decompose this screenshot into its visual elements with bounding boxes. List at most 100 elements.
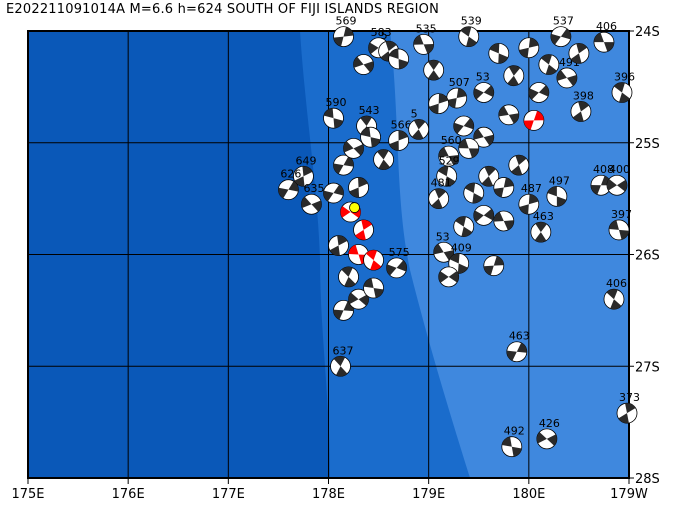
event-beachball: [438, 266, 460, 288]
event-depth-label: 426: [539, 417, 560, 430]
beachball-quadrant: [427, 70, 440, 81]
beachball-quadrant: [353, 56, 364, 68]
event-beachball: 396: [611, 70, 635, 103]
beachball-quadrant: [363, 61, 374, 73]
beachball-quadrant: [511, 446, 522, 457]
event-beachball: [348, 288, 369, 310]
event-beachball: 560: [438, 134, 462, 167]
beachball-quadrant: [341, 266, 353, 277]
event-beachball: 497: [546, 174, 570, 207]
event-beachball: [333, 154, 354, 176]
beachball-quadrant: [343, 26, 354, 37]
beachball-quadrant: [438, 166, 449, 177]
beachball-quadrant: [493, 211, 504, 222]
beachball-quadrant: [550, 33, 561, 45]
beachball-quadrant: [501, 436, 512, 447]
x-tick-label: 180E: [512, 487, 545, 502]
beachball-quadrant: [457, 263, 468, 274]
event-depth-label: 5: [381, 29, 388, 42]
beachball-quadrant: [348, 244, 359, 255]
beachball-quadrant: [556, 69, 567, 81]
beachball-quadrant: [361, 219, 372, 230]
beachball-quadrant: [360, 115, 372, 126]
beachball-quadrant: [523, 120, 534, 130]
event-beachball: 507: [446, 76, 470, 109]
beachball-quadrant: [343, 301, 354, 312]
beachball-quadrant: [355, 229, 366, 240]
beachball-quadrant: [618, 413, 629, 424]
event-beachball: 635: [301, 182, 324, 215]
event-beachball: [518, 37, 540, 59]
event-beachball: [328, 235, 349, 256]
beachball-quadrant: [508, 65, 521, 76]
beachball-quadrant: [625, 403, 636, 414]
event-depth-label: 396: [614, 70, 635, 83]
beachball-quadrant: [302, 166, 313, 177]
beachball-quadrant: [519, 204, 529, 215]
event-beachball: [568, 42, 590, 64]
beachball-quadrant: [333, 356, 346, 367]
beachball-quadrant: [593, 32, 604, 43]
longitude-ticks: 175E 176E 177E 178E 179E 180E 179W: [11, 478, 648, 502]
beachball-quadrant: [606, 289, 618, 300]
event-depth-label: 529: [439, 154, 460, 167]
beachball-quadrant: [618, 229, 629, 240]
event-beachball: [348, 177, 369, 198]
beachball-quadrant: [337, 235, 348, 246]
beachball-quadrant: [368, 42, 379, 55]
beachball-quadrant: [389, 48, 399, 59]
beachball-quadrant: [333, 184, 344, 196]
event-beachball: 406: [593, 20, 617, 53]
beachball-quadrant: [343, 156, 354, 167]
beachball-quadrant: [464, 183, 476, 194]
beachball-quadrant: [396, 260, 407, 272]
event-beachball: 406: [603, 277, 627, 310]
event-depth-label: 583: [371, 26, 392, 39]
beachball-quadrant: [438, 93, 449, 104]
beachball-quadrant: [461, 226, 473, 237]
event-depth-label: 398: [573, 89, 594, 102]
beachball-quadrant: [560, 28, 571, 40]
event-beachball: 463: [506, 330, 530, 363]
beachball-quadrant: [498, 53, 508, 64]
event-beachball: 481: [428, 177, 452, 210]
event-beachball: 569: [333, 15, 357, 47]
event-beachball: [528, 82, 550, 103]
beachball-quadrant: [449, 253, 460, 264]
beachball-quadrant: [438, 271, 449, 283]
beachball-quadrant: [463, 118, 474, 130]
beachball-quadrant: [507, 75, 519, 86]
event-beachball: 590: [323, 96, 347, 129]
beachball-quadrant: [528, 194, 539, 205]
event-depth-label: 637: [333, 344, 354, 357]
beachball-quadrant: [493, 187, 504, 198]
event-beachball: 492: [501, 425, 525, 458]
event-beachball: [363, 249, 384, 271]
x-tick-label: 176E: [112, 487, 145, 502]
event-beachball: 426: [536, 417, 560, 450]
beachball-quadrant: [386, 264, 397, 276]
event-beachball: 53: [433, 230, 455, 263]
beachball-quadrant: [619, 92, 630, 103]
beachball-quadrant: [538, 85, 549, 97]
beachball-quadrant: [614, 82, 625, 93]
beachball-quadrant: [370, 137, 381, 148]
event-beachball: 408: [590, 163, 614, 196]
beachball-quadrant: [353, 144, 364, 156]
beachball-quadrant: [508, 113, 519, 124]
event-beachball: 487: [518, 182, 542, 215]
event-beachball: [360, 126, 381, 148]
beachball-quadrant: [329, 245, 340, 256]
event-beachball: [503, 65, 525, 87]
event-depth-label: 409: [451, 241, 472, 254]
event-beachball: [493, 210, 515, 232]
event-beachball: [338, 266, 359, 288]
beachball-quadrant: [515, 155, 527, 166]
event-beachball: [373, 149, 394, 170]
beachball-quadrant: [536, 432, 547, 444]
beachball-quadrant: [358, 177, 368, 188]
event-depth-label: 373: [619, 391, 640, 404]
beachball-quadrant: [610, 299, 622, 310]
event-beachball: [523, 110, 545, 131]
beachball-quadrant: [333, 118, 344, 129]
